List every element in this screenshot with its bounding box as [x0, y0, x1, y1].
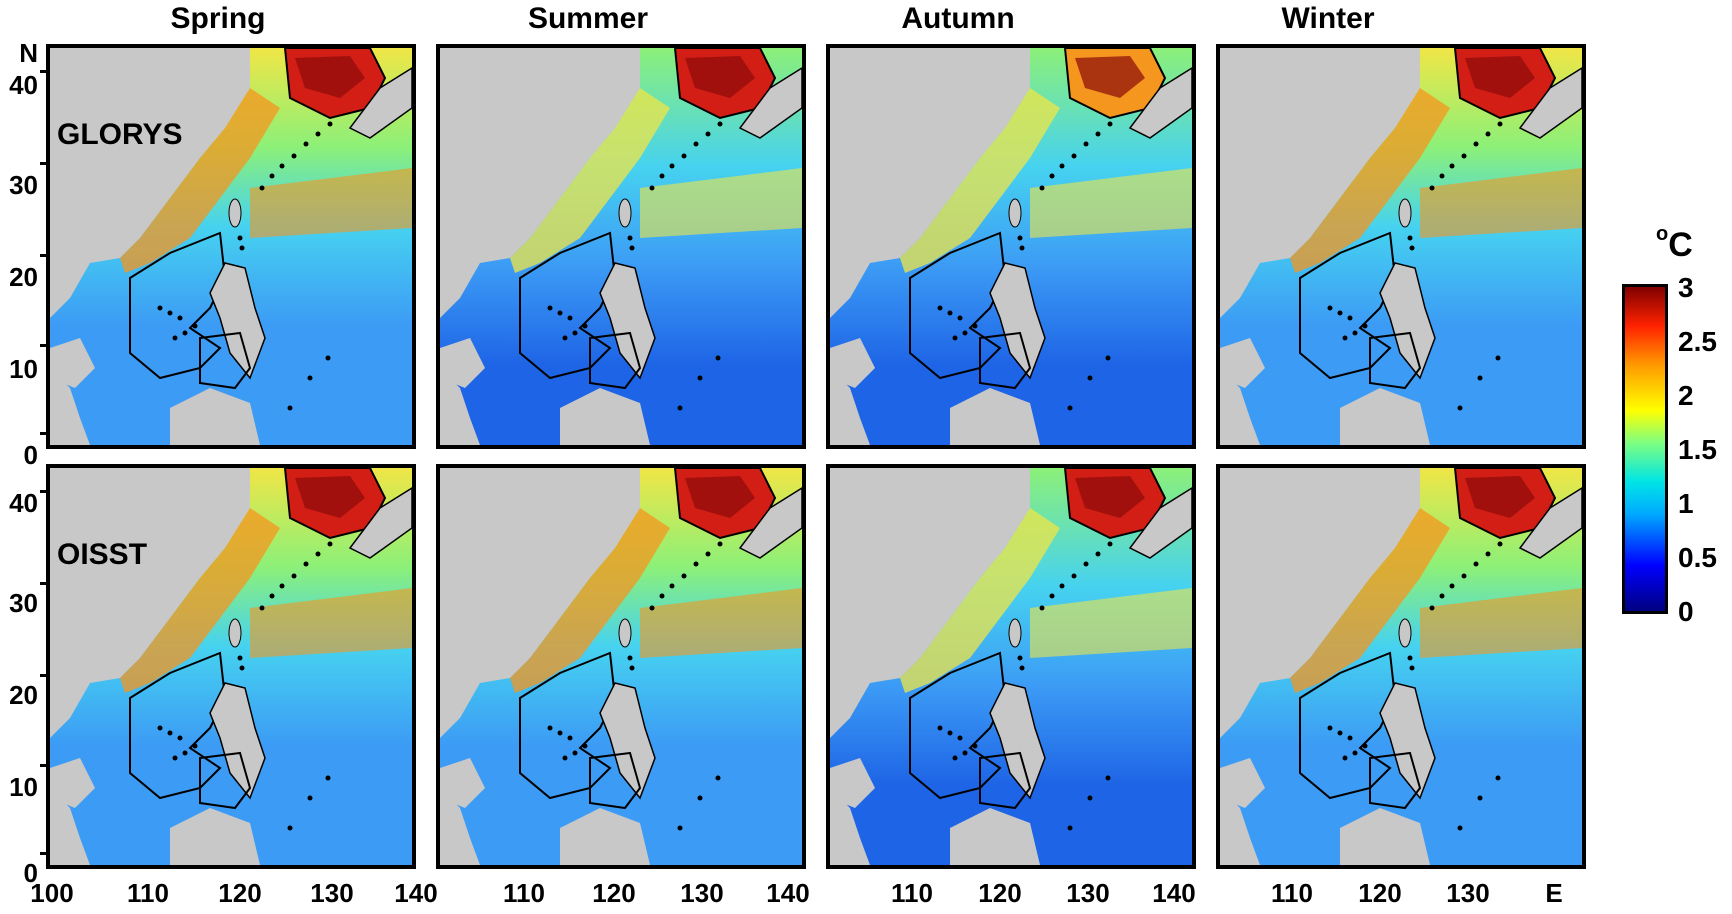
y-tick-40-top: 40 [9, 70, 38, 100]
map-canvas [50, 468, 412, 865]
y-tick-20-top: 20 [9, 262, 38, 292]
colorbar-tick-2: 2 [1678, 380, 1694, 411]
x-tick-130-c2: 130 [680, 878, 724, 908]
x-tick-110-c3: 110 [891, 878, 933, 908]
x-tick-110-c2: 110 [503, 878, 545, 908]
colorbar-unit-prefix: o [1656, 222, 1669, 245]
map-panel-glorys-autumn [826, 44, 1196, 449]
colorbar-unit: oC [1656, 222, 1693, 265]
y-axis-tick-mark [40, 254, 48, 257]
y-axis-tick-mark [40, 490, 48, 493]
y-axis-tick-mark [40, 70, 48, 73]
colorbar-tick-1.5: 1.5 [1678, 434, 1717, 465]
y-tick-20-bottom: 20 [9, 680, 38, 710]
x-tick-120-c3: 120 [978, 878, 1022, 908]
x-tick-130-c1: 130 [310, 878, 354, 908]
y-tick-40-bottom: 40 [9, 488, 38, 518]
y-tick-10-top: 10 [9, 354, 38, 384]
y-axis-tick-mark [40, 674, 48, 677]
map-panel-oisst-autumn [826, 464, 1196, 869]
map-canvas [1220, 48, 1582, 445]
column-title-autumn: Autumn [901, 2, 1015, 35]
map-canvas [440, 48, 802, 445]
y-axis-tick-mark [40, 582, 48, 585]
x-tick-110-c4: 110 [1271, 878, 1313, 908]
map-canvas [1220, 468, 1582, 865]
colorbar-tick-2.5: 2.5 [1678, 326, 1717, 357]
x-tick-120-c4: 120 [1358, 878, 1402, 908]
map-panel-glorys-spring [46, 44, 416, 449]
x-tick-130-c4: 130 [1446, 878, 1490, 908]
colorbar [1622, 284, 1668, 614]
x-tick-140-c3: 140 [1152, 878, 1196, 908]
map-canvas [50, 48, 412, 445]
y-axis-tick-mark [40, 162, 48, 165]
colorbar-unit-text: C [1668, 226, 1693, 264]
x-tick-140-c2: 140 [766, 878, 810, 908]
y-tick-0-bottom: 0 [23, 858, 38, 888]
colorbar-tick-3: 3 [1678, 272, 1694, 303]
y-tick-30-bottom: 30 [9, 588, 38, 618]
column-title-summer: Summer [527, 2, 649, 35]
map-panel-glorys-summer [436, 44, 806, 449]
x-tick-110-c1: 110 [127, 878, 169, 908]
y-hemisphere-label: N [19, 38, 38, 68]
map-canvas [440, 468, 802, 865]
column-title-spring: Spring [170, 2, 266, 35]
colorbar-tick-0.5: 0.5 [1678, 542, 1717, 573]
colorbar-tick-0: 0 [1678, 596, 1694, 627]
x-tick-east-label: E [1545, 878, 1563, 908]
map-canvas [830, 468, 1192, 865]
y-tick-10-bottom: 10 [9, 772, 38, 802]
y-axis-tick-mark [40, 344, 48, 347]
row-label-oisst: OISST [57, 538, 148, 571]
y-axis-tick-mark [40, 852, 48, 855]
map-panel-glorys-winter [1216, 44, 1586, 449]
map-panel-oisst-winter [1216, 464, 1586, 869]
row-label-glorys: GLORYS [57, 118, 183, 151]
x-tick-130-c3: 130 [1066, 878, 1110, 908]
y-tick-0-top: 0 [23, 440, 38, 470]
map-canvas [830, 48, 1192, 445]
x-tick-100: 100 [30, 878, 74, 908]
y-axis-tick-mark [40, 764, 48, 767]
x-tick-120-c1: 120 [218, 878, 262, 908]
x-tick-140-c1: 140 [394, 878, 438, 908]
colorbar-tick-1: 1 [1678, 488, 1694, 519]
y-tick-30-top: 30 [9, 170, 38, 200]
map-panel-oisst-summer [436, 464, 806, 869]
column-title-winter: Winter [1281, 2, 1375, 35]
y-axis-tick-mark [40, 432, 48, 435]
map-panel-oisst-spring [46, 464, 416, 869]
x-tick-120-c2: 120 [592, 878, 636, 908]
